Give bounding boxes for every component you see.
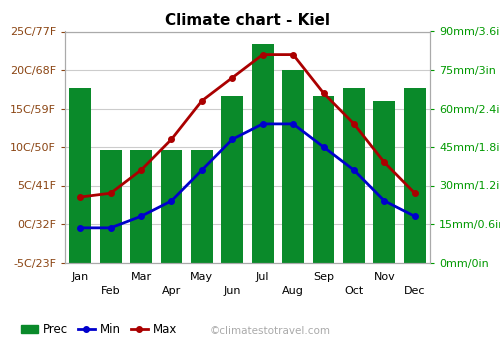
Text: Oct: Oct	[344, 286, 364, 296]
Text: Dec: Dec	[404, 286, 425, 296]
Bar	[191, 149, 213, 262]
Text: Feb: Feb	[101, 286, 120, 296]
Bar	[222, 96, 243, 262]
Text: Sep: Sep	[313, 272, 334, 282]
Text: Apr: Apr	[162, 286, 181, 296]
Text: Aug: Aug	[282, 286, 304, 296]
Bar	[100, 149, 122, 262]
Text: Jan: Jan	[72, 272, 89, 282]
Bar	[282, 70, 304, 262]
Title: Climate chart - Kiel: Climate chart - Kiel	[165, 13, 330, 28]
Legend: Prec, Min, Max: Prec, Min, Max	[16, 318, 182, 341]
Text: Mar: Mar	[130, 272, 152, 282]
Bar	[312, 96, 334, 262]
Text: Nov: Nov	[374, 272, 395, 282]
Text: May: May	[190, 272, 214, 282]
Bar	[374, 101, 396, 262]
Text: Jul: Jul	[256, 272, 270, 282]
Bar	[70, 88, 91, 262]
Bar	[130, 149, 152, 262]
Bar	[252, 44, 274, 262]
Bar	[160, 149, 182, 262]
Text: Jun: Jun	[224, 286, 241, 296]
Text: ©climatestotravel.com: ©climatestotravel.com	[210, 326, 331, 336]
Bar	[343, 88, 365, 262]
Bar	[404, 88, 425, 262]
